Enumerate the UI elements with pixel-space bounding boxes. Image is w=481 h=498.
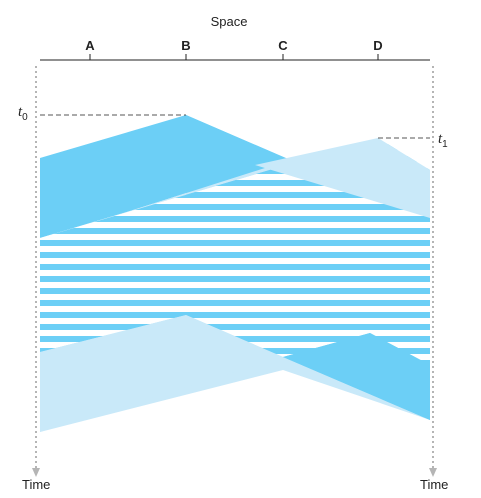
timeline-left-arrow <box>32 468 40 477</box>
t0-symbol: t <box>18 104 23 120</box>
timeline-right-arrow <box>429 468 437 477</box>
time-label-left: Time <box>22 477 50 492</box>
t1-label: t1 <box>438 131 448 150</box>
node-label-d: D <box>373 38 382 53</box>
t1-symbol: t <box>438 131 443 147</box>
t0-label: t0 <box>18 104 28 123</box>
frame-d-top-wedge <box>255 138 430 218</box>
time-label-right: Time <box>420 477 448 492</box>
node-label-a: A <box>85 38 95 53</box>
t0-subscript: 0 <box>22 112 28 123</box>
t1-subscript: 1 <box>442 139 448 150</box>
frame-b-tail <box>283 333 430 420</box>
collision-region <box>40 138 430 365</box>
space-title: Space <box>211 14 248 29</box>
frame-b-signal <box>40 115 290 238</box>
node-label-c: C <box>278 38 288 53</box>
frame-d-lower-band <box>40 315 283 432</box>
node-label-b: B <box>181 38 190 53</box>
